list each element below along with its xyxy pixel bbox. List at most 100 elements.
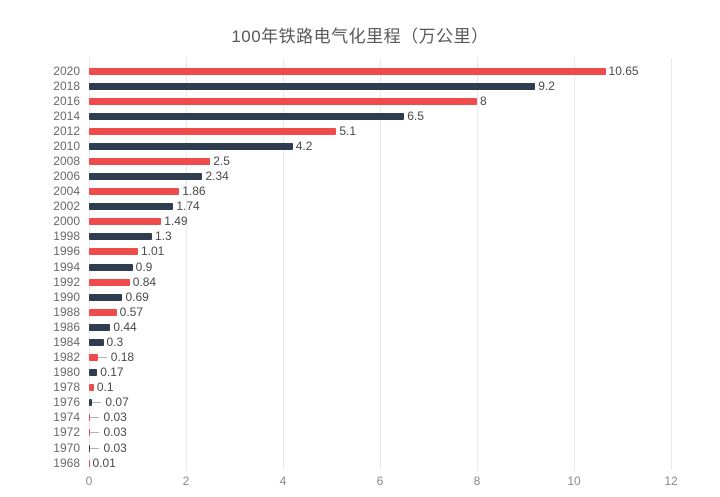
bar-1992 — [89, 278, 130, 286]
bar-1996 — [89, 248, 138, 256]
bar-2020 — [89, 67, 606, 75]
y-axis-label-2006: 2006 — [53, 169, 80, 184]
value-label-2012: 5.1 — [339, 123, 357, 138]
value-label-1972: 0.03 — [103, 425, 127, 440]
value-label-2016: 8 — [480, 93, 487, 108]
y-axis-label-2002: 2002 — [53, 199, 80, 214]
bar-2010 — [89, 142, 293, 150]
y-axis-label-2008: 2008 — [53, 153, 80, 168]
y-axis-label-1976: 1976 — [53, 395, 80, 410]
y-axis-label-1972: 1972 — [53, 425, 80, 440]
bar-1990 — [89, 293, 123, 301]
y-axis-label-1986: 1986 — [53, 319, 80, 334]
bar-2002 — [89, 203, 174, 211]
bar-2008 — [89, 157, 211, 165]
value-label-1970: 0.03 — [103, 440, 127, 455]
y-axis-label-1992: 1992 — [53, 274, 80, 289]
value-label-1982: 0.18 — [110, 350, 135, 365]
bar-2014 — [89, 112, 405, 120]
bar-1972 — [89, 429, 91, 437]
value-label-1988: 0.57 — [119, 304, 143, 319]
value-label-2010: 4.2 — [295, 138, 313, 153]
bar-1980 — [89, 369, 98, 377]
bar-1970 — [89, 444, 91, 452]
bar-2016 — [89, 97, 477, 105]
bar-1982 — [89, 354, 98, 362]
y-axis-label-1978: 1978 — [53, 380, 80, 395]
y-axis-label-1984: 1984 — [53, 334, 80, 349]
x-axis-tick-8: 8 — [473, 474, 481, 488]
y-axis-label-1980: 1980 — [53, 365, 80, 380]
x-axis-tick-0: 0 — [85, 474, 93, 488]
gridline-x-10 — [574, 58, 575, 470]
y-axis-label-1974: 1974 — [53, 410, 80, 425]
y-axis-label-1968: 1968 — [53, 455, 80, 470]
bar-1968 — [89, 459, 90, 467]
value-label-2008: 2.5 — [213, 153, 230, 168]
value-label-1990: 0.69 — [125, 289, 149, 304]
value-label-2004: 1.86 — [182, 184, 206, 199]
leader-line-1982 — [97, 357, 107, 359]
x-axis-tick-12: 12 — [664, 474, 678, 488]
y-axis-label-1996: 1996 — [53, 244, 80, 259]
bar-2004 — [89, 188, 180, 196]
bar-1974 — [89, 414, 91, 422]
y-axis-label-1982: 1982 — [53, 350, 80, 365]
value-label-2006: 2.34 — [205, 169, 229, 184]
bar-1994 — [89, 263, 133, 271]
bar-1998 — [89, 233, 153, 241]
bar-1976 — [89, 399, 93, 407]
value-label-1968: 0.01 — [92, 455, 116, 470]
value-label-1980: 0.17 — [100, 365, 124, 380]
leader-line-1976 — [92, 402, 102, 404]
value-label-1984: 0.3 — [106, 334, 124, 349]
x-axis-tick-2: 2 — [182, 474, 190, 488]
y-axis-label-2020: 2020 — [53, 63, 80, 78]
y-axis-label-1988: 1988 — [53, 304, 80, 319]
bar-1988 — [89, 308, 117, 316]
value-label-2000: 1.49 — [164, 214, 188, 229]
value-label-2020: 10.65 — [608, 63, 639, 78]
value-label-1998: 1.3 — [155, 229, 172, 244]
bar-1986 — [89, 323, 111, 331]
y-axis-label-1970: 1970 — [53, 440, 80, 455]
y-axis-label-2004: 2004 — [53, 184, 80, 199]
leader-line-1974 — [90, 417, 100, 419]
value-label-2002: 1.74 — [176, 199, 200, 214]
value-label-1976: 0.07 — [105, 395, 129, 410]
gridline-x-12 — [671, 58, 672, 470]
gridline-x-2 — [186, 58, 187, 470]
bar-1978 — [89, 384, 94, 392]
value-label-2018: 9.2 — [538, 78, 555, 93]
bar-2000 — [89, 218, 162, 226]
value-label-1978: 0.1 — [96, 380, 114, 395]
value-label-1992: 0.84 — [132, 274, 157, 289]
x-axis-tick-4: 4 — [279, 474, 287, 488]
y-axis-label-1990: 1990 — [53, 289, 80, 304]
y-axis-label-2000: 2000 — [53, 214, 80, 229]
bar-1984 — [89, 338, 104, 346]
value-label-1996: 1.01 — [140, 244, 165, 259]
value-label-1994: 0.9 — [135, 259, 153, 274]
gridline-x-6 — [380, 58, 381, 470]
y-axis-label-2016: 2016 — [53, 93, 80, 108]
bar-2012 — [89, 127, 337, 135]
gridline-x-8 — [477, 58, 478, 470]
leader-line-1972 — [90, 432, 100, 434]
y-axis-label-2012: 2012 — [53, 123, 80, 138]
leader-line-1970 — [90, 447, 100, 449]
bar-2006 — [89, 173, 203, 181]
value-label-2014: 6.5 — [407, 108, 424, 123]
y-axis-label-1998: 1998 — [53, 229, 80, 244]
chart-title: 100年铁路电气化里程（万公里） — [231, 27, 489, 46]
value-label-1974: 0.03 — [103, 410, 127, 425]
y-axis-label-2010: 2010 — [53, 138, 80, 153]
gridline-x-4 — [283, 58, 284, 470]
bar-2018 — [89, 82, 536, 90]
y-axis-label-2014: 2014 — [53, 108, 80, 123]
y-axis-label-1994: 1994 — [53, 259, 80, 274]
x-axis-tick-10: 10 — [567, 474, 581, 488]
y-axis-label-2018: 2018 — [53, 78, 80, 93]
